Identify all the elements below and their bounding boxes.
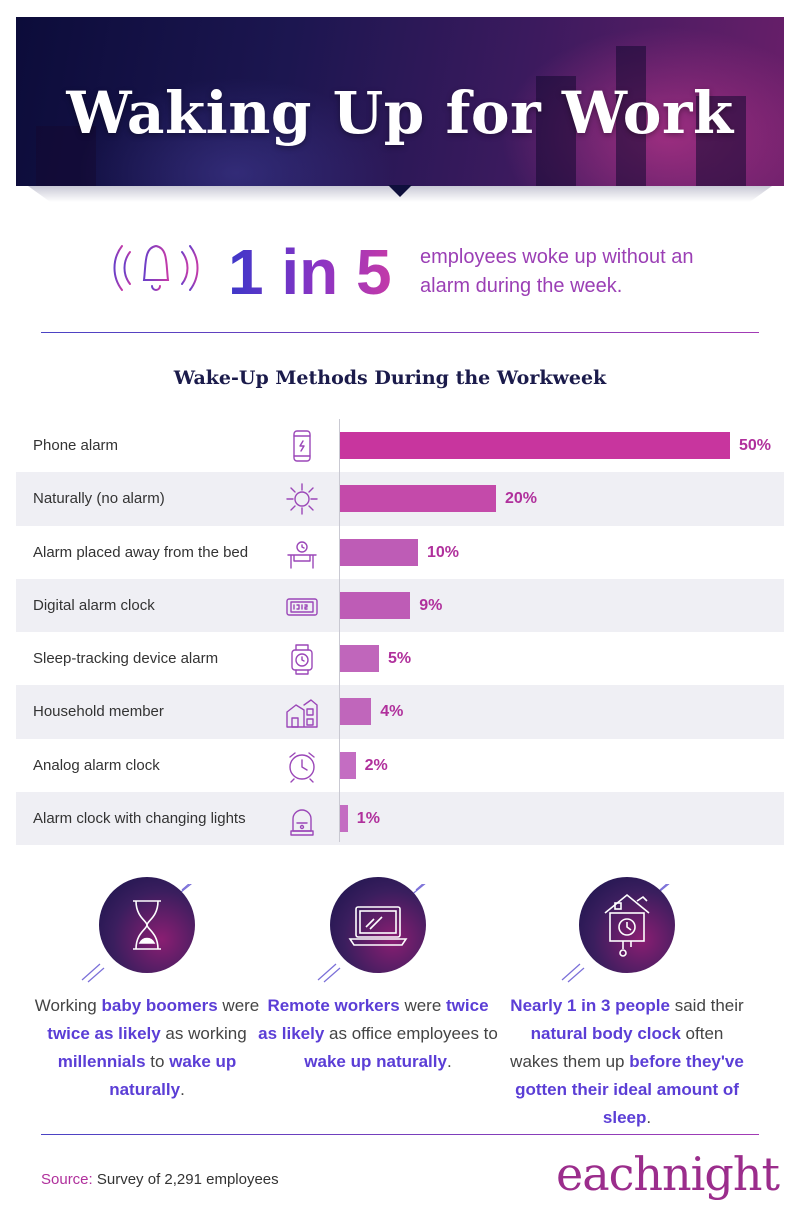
header-banner: Waking Up for Work xyxy=(16,17,784,186)
bar-label: Alarm clock with changing lights xyxy=(33,809,246,827)
bar xyxy=(340,432,730,459)
chart-row: Naturally (no alarm) 20% xyxy=(16,472,784,526)
bar xyxy=(340,751,356,779)
source-note: Source: Survey of 2,291 employees xyxy=(41,1171,279,1188)
finding-text: as office employees to xyxy=(324,1024,498,1043)
brand-logo[interactable]: eachnight xyxy=(556,1147,780,1201)
source-label: Source: xyxy=(41,1171,93,1188)
hourglass-icon xyxy=(133,900,161,950)
sun-icon xyxy=(286,483,318,515)
highlight-text: baby boomers xyxy=(101,996,218,1015)
bar-value-label: 10% xyxy=(427,543,460,561)
house-icon xyxy=(286,699,318,728)
highlight-text: wake up naturally xyxy=(304,1052,447,1071)
highlight-text: Nearly 1 in 3 people xyxy=(510,996,670,1015)
chart-row: Analog alarm clock 2% xyxy=(16,739,784,792)
bar-label: Sleep-tracking device alarm xyxy=(33,650,219,667)
finding-boomers: Working baby boomers were twice as likel… xyxy=(27,992,267,1104)
bar-label: Analog alarm clock xyxy=(33,756,160,774)
bar xyxy=(340,591,411,619)
bar-chart: Phone alarm 50% Naturally (no alarm) 20% Ala… xyxy=(16,419,784,845)
divider-bottom xyxy=(41,1134,759,1135)
chart-row: Alarm clock with changing lights 1% xyxy=(16,791,784,845)
highlight-text: twice as likely xyxy=(47,1024,161,1043)
bar-label: Household member xyxy=(33,703,164,721)
bar-label: Alarm placed away from the bed xyxy=(33,543,249,561)
chart-row: Phone alarm 50% xyxy=(16,419,784,472)
cuckoo-clock-icon xyxy=(604,893,650,957)
highlight-text: millennials xyxy=(57,1052,146,1071)
chart-row: Household member 4% xyxy=(16,685,784,739)
bar-label: Naturally (no alarm) xyxy=(33,490,165,508)
highlight-text: natural body clock xyxy=(530,1024,681,1043)
highlight-text: Remote workers xyxy=(267,996,400,1015)
finding-text: . xyxy=(446,1052,452,1071)
chart-axis xyxy=(339,419,340,842)
smartwatch-icon xyxy=(291,644,313,675)
page-title: Waking Up for Work xyxy=(66,79,734,147)
laptop-icon xyxy=(348,906,408,946)
light-clock-icon xyxy=(290,809,314,836)
finding-text: said their xyxy=(669,996,744,1015)
bar-value-label: 20% xyxy=(505,490,538,508)
bar xyxy=(340,485,496,513)
highlight-text: before they've gotten their ideal amount… xyxy=(515,1052,744,1127)
hourglass-circle xyxy=(99,877,195,973)
phone-icon xyxy=(293,430,311,462)
finding-text: . xyxy=(646,1108,652,1127)
analog-clock-icon xyxy=(289,751,315,783)
chart-title: Wake-Up Methods During the Workweek xyxy=(173,367,607,389)
finding-text: were xyxy=(399,996,447,1015)
chart-row: Digital alarm clock 9% xyxy=(16,578,784,632)
banner-notch xyxy=(388,185,412,197)
ringing-bell-icon xyxy=(113,239,199,291)
highlight-text: twice as likely xyxy=(258,996,489,1043)
chart-row: Alarm placed away from the bed 10% xyxy=(16,526,784,579)
bar-value-label: 9% xyxy=(419,596,443,614)
bar xyxy=(340,645,379,672)
source-text: Survey of 2,291 employees xyxy=(96,1171,279,1188)
bar-value-label: 5% xyxy=(388,650,412,667)
bar xyxy=(340,698,372,726)
bar-label: Phone alarm xyxy=(33,437,119,454)
finding-remote: Remote workers were twice as likely as o… xyxy=(258,992,498,1076)
headline-stat-text: employees woke up without an alarm durin… xyxy=(420,246,694,297)
bar-value-label: 50% xyxy=(739,437,772,454)
divider-top xyxy=(41,332,759,333)
cuckoo-clock-circle xyxy=(579,877,675,973)
finding-text: as working xyxy=(160,1024,247,1043)
bar-label: Digital alarm clock xyxy=(33,596,155,614)
highlight-text: wake up naturally xyxy=(109,1052,237,1099)
bar-value-label: 2% xyxy=(364,756,388,774)
bar-value-label: 4% xyxy=(380,703,404,721)
bar-value-label: 1% xyxy=(356,809,380,827)
finding-text: often wakes them up xyxy=(510,1024,724,1071)
headline-stat: 1 in 5 xyxy=(228,232,392,312)
finding-body-clock: Nearly 1 in 3 people said their natural … xyxy=(507,992,747,1132)
laptop-circle xyxy=(330,877,426,973)
chart-row: Sleep-tracking device alarm 5% xyxy=(16,632,784,685)
finding-text: were xyxy=(217,996,260,1015)
digital-clock-icon xyxy=(286,598,318,616)
bar xyxy=(340,538,418,566)
finding-text: Working xyxy=(34,996,102,1015)
finding-text: to xyxy=(145,1052,170,1071)
bar xyxy=(340,804,348,832)
finding-text: . xyxy=(180,1080,185,1099)
desk-alarm-icon xyxy=(287,540,317,569)
